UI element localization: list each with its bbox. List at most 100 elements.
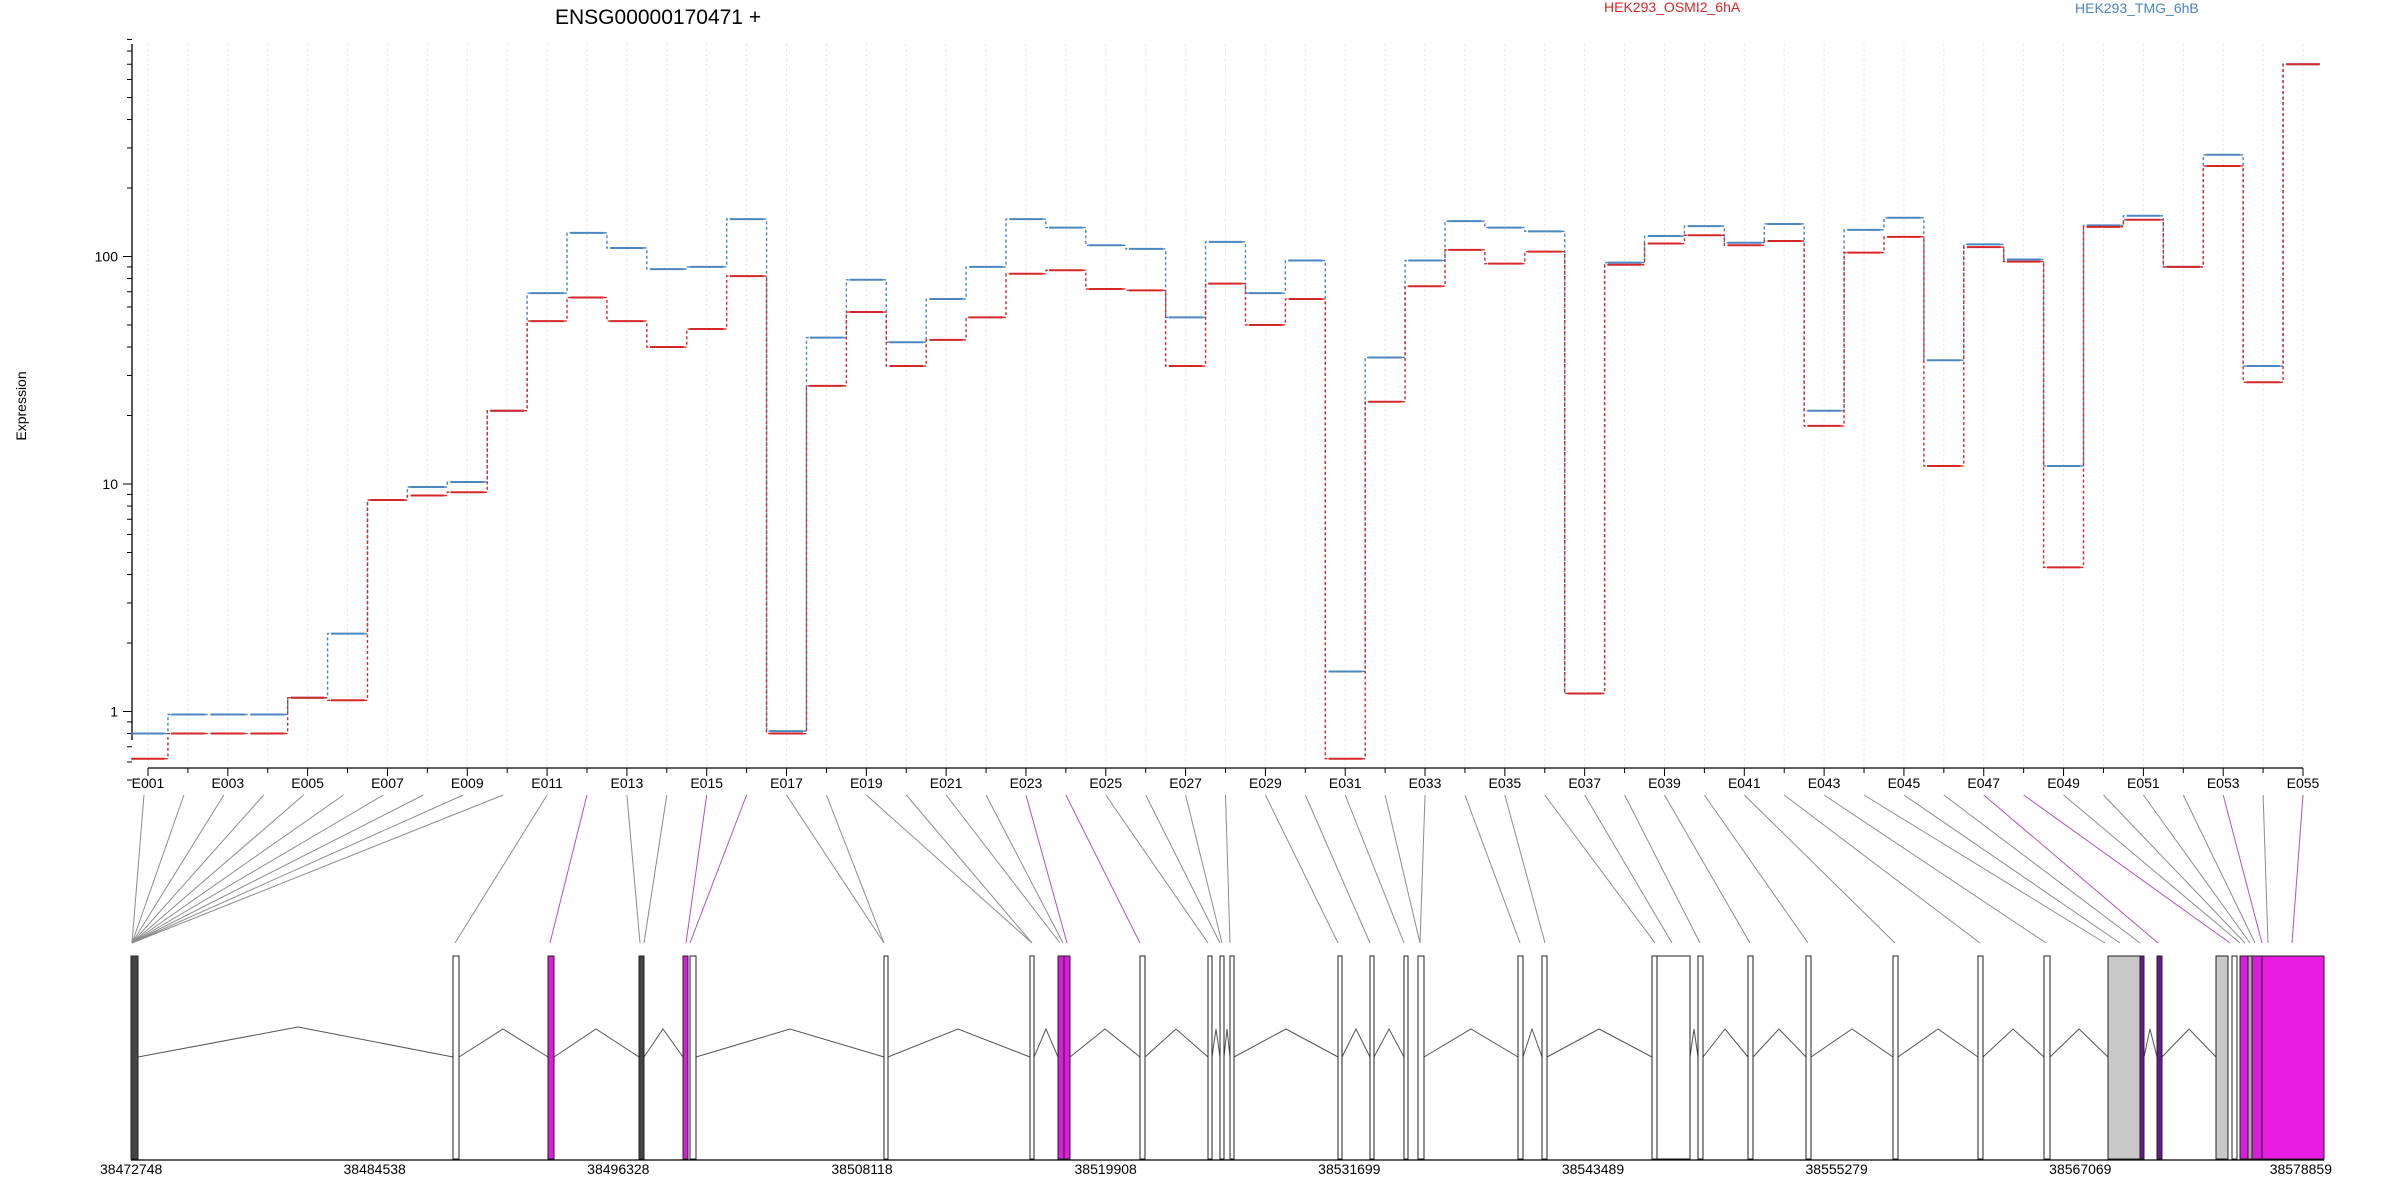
y-tick-label: 10 xyxy=(102,476,118,492)
series-connector xyxy=(1681,225,1688,237)
series-connector xyxy=(643,320,651,348)
x-tick-label: E051 xyxy=(2127,775,2160,791)
series-connector xyxy=(164,713,172,735)
exon-box xyxy=(1029,955,1035,1160)
exon-box xyxy=(1063,955,1071,1160)
exon-connector xyxy=(131,794,304,944)
series-connector xyxy=(1441,249,1449,287)
series-connector xyxy=(883,311,890,367)
exon-box xyxy=(1977,955,1984,1160)
series-connector xyxy=(763,218,770,732)
series-connector xyxy=(723,218,730,268)
series-connector xyxy=(1561,230,1568,695)
gene-model xyxy=(130,955,2325,1160)
y-tick-label: 1 xyxy=(110,704,118,720)
x-tick-label: E017 xyxy=(770,775,803,791)
coordinate-label: 38496328 xyxy=(587,1161,650,1177)
exon-box xyxy=(689,955,697,1160)
intron-line xyxy=(1144,1028,1209,1058)
series-connector xyxy=(2239,154,2247,367)
series-connector xyxy=(1202,282,1209,367)
exon-connector xyxy=(1664,794,1751,944)
grid-lines xyxy=(147,44,2304,768)
exon-connector xyxy=(786,794,885,944)
exon-connector xyxy=(866,794,1033,944)
exon-connector xyxy=(1584,794,1673,944)
series-connector xyxy=(923,298,930,343)
series-connector xyxy=(683,266,690,270)
series-connector xyxy=(284,696,291,716)
exon-box xyxy=(1541,955,1548,1160)
intron-line xyxy=(1689,1028,1699,1058)
x-tick-label: E011 xyxy=(531,775,563,791)
series-connector xyxy=(1521,250,1528,265)
series-connector xyxy=(1002,218,1010,268)
x-tick-label: E025 xyxy=(1089,775,1122,791)
exon-box xyxy=(1697,955,1704,1160)
series-connector xyxy=(1282,298,1289,326)
series-connector xyxy=(1960,246,1967,467)
x-tick-label: E037 xyxy=(1568,775,1601,791)
intron-line xyxy=(887,1028,1031,1058)
exon-box xyxy=(452,955,460,1160)
exon-connector xyxy=(131,794,225,944)
exon-box xyxy=(1207,955,1213,1160)
exon-box xyxy=(1369,955,1375,1160)
exon-connector xyxy=(2222,794,2263,944)
coordinate-label: 38484538 xyxy=(344,1161,407,1177)
coordinate-label: 38578859 xyxy=(2270,1161,2333,1177)
exon-connector xyxy=(1065,794,1141,944)
x-tick-label: E015 xyxy=(690,775,723,791)
series-connector xyxy=(1840,229,1848,412)
series-connector xyxy=(1561,250,1568,695)
series-connector xyxy=(1242,282,1249,326)
exon-connector xyxy=(1983,794,2159,944)
series-connector xyxy=(2160,219,2167,268)
series-connector xyxy=(683,328,690,348)
exon-box xyxy=(682,955,689,1160)
series-connector xyxy=(1322,298,1329,760)
intron-line xyxy=(1341,1027,1371,1058)
series-connector xyxy=(1840,251,1848,427)
exon-connector xyxy=(689,794,748,944)
x-tick-label: E033 xyxy=(1409,775,1442,791)
intron-line xyxy=(1033,1027,1059,1058)
series-connector xyxy=(2080,226,2087,569)
series-connector xyxy=(643,247,651,270)
intron-line xyxy=(1810,1028,1894,1058)
series-connector xyxy=(1042,218,1050,229)
exon-connector xyxy=(945,794,1061,944)
series-connector xyxy=(484,409,491,493)
series-connector xyxy=(1521,226,1528,233)
coordinate-label: 38519908 xyxy=(1075,1161,1138,1177)
exon-connector xyxy=(131,794,265,944)
exon-box xyxy=(130,955,139,1160)
intron-line xyxy=(1897,1028,1979,1058)
exon-box xyxy=(2261,955,2325,1160)
series-connector xyxy=(923,339,930,367)
series-connector xyxy=(2239,165,2247,383)
axes: 1 10 100 E001 E003 E005 E007 E009 E011 E013 E015 E0… xyxy=(95,38,2320,791)
exon-connector xyxy=(1624,794,1701,944)
exon-box xyxy=(1656,955,1691,1160)
series-connector xyxy=(404,494,411,501)
series-connector xyxy=(1162,289,1169,367)
series-connector xyxy=(843,311,850,387)
series-connector xyxy=(1082,226,1090,247)
intron-line xyxy=(1211,1028,1221,1058)
series-connector xyxy=(843,279,850,339)
series-lines xyxy=(131,63,2320,760)
x-tick-label: E031 xyxy=(1329,775,1362,791)
series-connector xyxy=(962,316,970,341)
exon-connector xyxy=(131,794,384,944)
series-connector xyxy=(523,320,531,412)
exon-connector xyxy=(1823,794,2047,944)
x-tick-label: E009 xyxy=(451,775,484,791)
exon-box xyxy=(1139,955,1146,1160)
series-connector xyxy=(1800,240,1808,427)
exon-box xyxy=(1892,955,1899,1160)
series-connector xyxy=(444,491,451,497)
exon-connector xyxy=(1185,794,1223,944)
intron-line xyxy=(1522,1027,1543,1058)
